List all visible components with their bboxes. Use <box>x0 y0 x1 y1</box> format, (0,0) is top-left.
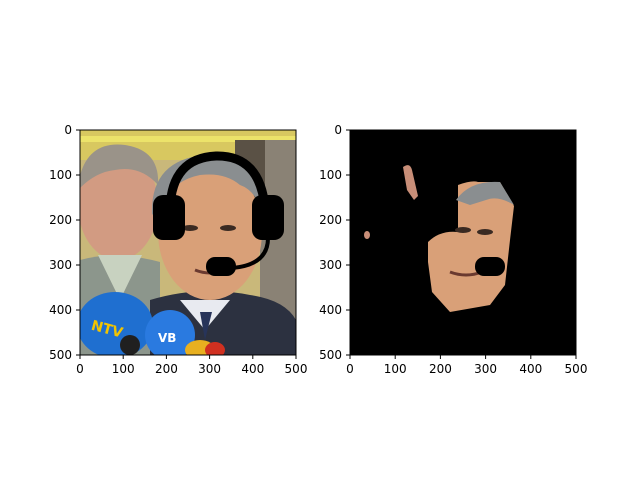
axes1-ytick-label-4: 400 <box>49 303 72 317</box>
axes2-ytick-label-0: 0 <box>334 123 342 137</box>
axes2-ytick-label-2: 200 <box>319 213 342 227</box>
axes1-ytick-label-1: 100 <box>49 168 72 182</box>
axes1-xtick-label-3: 300 <box>198 362 221 376</box>
axes1-ytick-label-3: 300 <box>49 258 72 272</box>
axes1-xtick-label-2: 200 <box>155 362 178 376</box>
axes2-xtick-label-3: 300 <box>474 362 497 376</box>
axes2-ytick-label-1: 100 <box>319 168 342 182</box>
axes1-ytick-label-5: 500 <box>49 348 72 362</box>
axes1-xtick-label-5: 500 <box>285 362 308 376</box>
headset-overlay <box>153 151 284 276</box>
axes2-xtick-label-0: 0 <box>346 362 354 376</box>
right-mask <box>350 130 576 355</box>
axes1-xtick-label-4: 400 <box>241 362 264 376</box>
axes1-xtick-label-1: 100 <box>112 362 135 376</box>
left-axes-frame <box>79 129 297 356</box>
axes2-ytick-label-4: 400 <box>319 303 342 317</box>
axes1-ytick-label-0: 0 <box>64 123 72 137</box>
axes2-ytick-label-3: 300 <box>319 258 342 272</box>
axes1-xtick-label-0: 0 <box>76 362 84 376</box>
right-image-panel <box>349 129 577 356</box>
left-image-panel: NTV VB <box>79 129 297 356</box>
mic-text-vb: VB <box>158 331 176 345</box>
ticks-layer: 0 100 200 300 400 500 0 100 200 300 400 500 0 100 200 3… <box>49 123 587 376</box>
axes2-xtick-label-4: 400 <box>519 362 542 376</box>
right-axes-frame <box>349 129 577 356</box>
axes2-xtick-label-1: 100 <box>384 362 407 376</box>
axes1-ytick-label-2: 200 <box>49 213 72 227</box>
axes2-ytick-label-5: 500 <box>319 348 342 362</box>
axes2-xtick-label-2: 200 <box>429 362 452 376</box>
axes2-xtick-label-5: 500 <box>565 362 588 376</box>
